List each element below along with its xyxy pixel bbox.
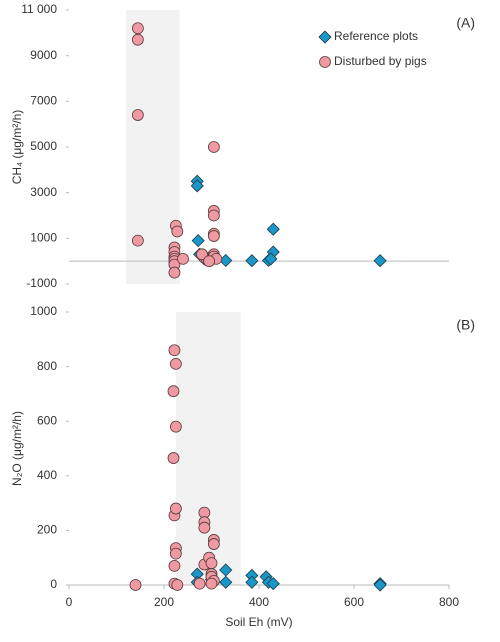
point [177, 252, 189, 265]
point [191, 234, 205, 248]
y-tick-label: 11 000 [21, 2, 57, 16]
y-axis-title: N₂O (μg/m²/h) [10, 411, 24, 486]
panel-label: (A) [456, 15, 475, 31]
point [245, 575, 259, 589]
x-tick-label: 200 [154, 595, 174, 609]
point [167, 385, 180, 398]
point [190, 179, 204, 193]
point [198, 521, 211, 534]
legend-label: Reference plots [334, 29, 418, 43]
point [203, 255, 216, 268]
point [131, 234, 144, 247]
y-tick-label: 600 [37, 413, 57, 427]
point [171, 225, 184, 238]
point [207, 209, 220, 222]
point [169, 420, 182, 433]
point [219, 575, 233, 589]
point [207, 141, 220, 153]
y-tick-label: 0 [50, 577, 57, 591]
y-tick-label: 1000 [30, 304, 57, 318]
y-tick-label: -1000 [26, 276, 57, 290]
point [193, 577, 206, 590]
point [171, 579, 184, 591]
point [373, 578, 387, 592]
y-tick-label: 9000 [30, 48, 57, 62]
x-tick-label: 0 [66, 595, 73, 609]
point [264, 252, 278, 266]
point [129, 579, 142, 591]
legend-marker [319, 56, 331, 68]
x-tick-label: 600 [344, 595, 364, 609]
point [205, 557, 218, 570]
point [131, 109, 144, 121]
y-tick-label: 200 [37, 523, 57, 537]
point [169, 502, 182, 515]
point [373, 254, 387, 268]
point [196, 248, 208, 261]
y-axis-title: CH₄ (μg/m²/h) [10, 110, 24, 184]
y-tick-label: 800 [37, 359, 57, 373]
point [266, 222, 280, 236]
point [168, 266, 181, 279]
point [168, 559, 181, 572]
legend-marker [318, 30, 332, 44]
y-tick-label: 5000 [30, 139, 57, 153]
point [131, 33, 144, 46]
point [169, 547, 182, 560]
point [266, 577, 280, 591]
point [168, 344, 181, 357]
point [207, 538, 220, 550]
point [207, 230, 220, 242]
point [245, 254, 259, 268]
x-tick-label: 400 [249, 595, 269, 609]
panel-label: (B) [456, 317, 475, 333]
x-tick-label: 800 [439, 595, 459, 609]
point [169, 357, 182, 370]
point [167, 452, 180, 464]
legend-label: Disturbed by pigs [334, 54, 427, 68]
y-tick-label: 7000 [30, 94, 57, 108]
point [131, 22, 144, 35]
x-axis-title: Soil Eh (mV) [225, 615, 292, 629]
y-tick-label: 400 [37, 468, 57, 482]
point [205, 577, 218, 590]
y-tick-label: 1000 [30, 231, 57, 245]
y-tick-label: 3000 [30, 185, 57, 199]
